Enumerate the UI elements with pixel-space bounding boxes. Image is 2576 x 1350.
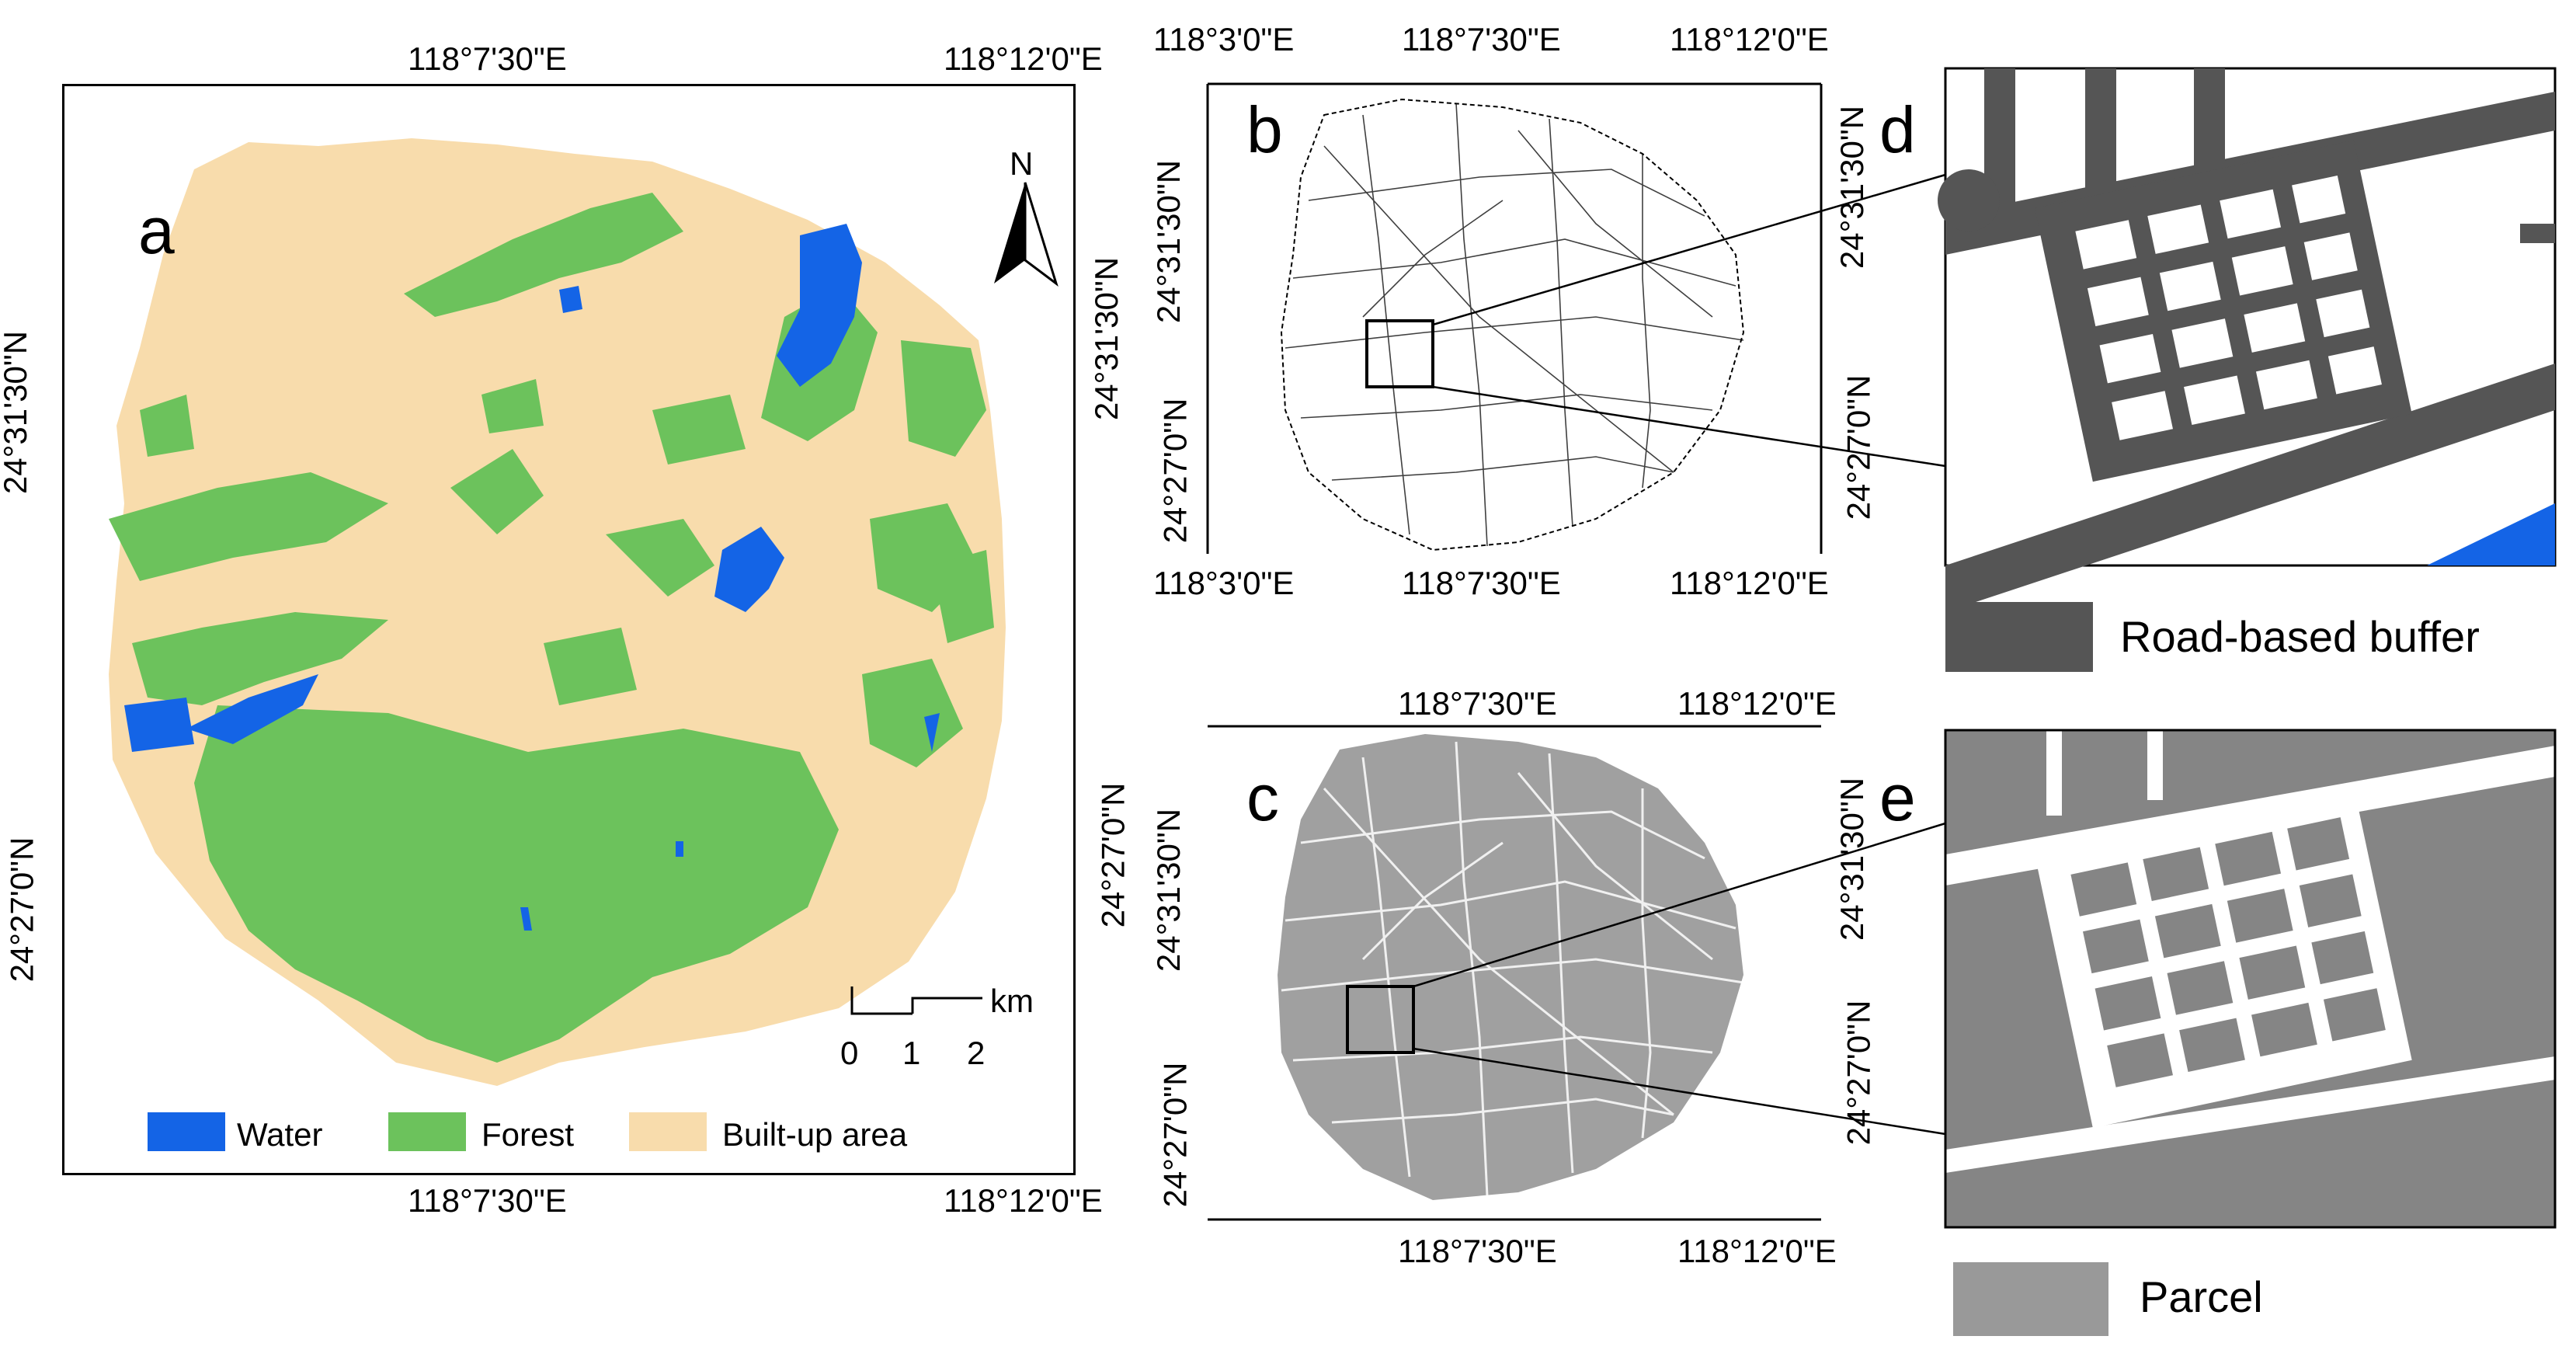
panel-c-bottom-lon-2: 118°12'0"E [1677, 1233, 1837, 1269]
panel-a-bottom-lon-1: 118°7'30"E [408, 1182, 567, 1219]
legend-swatch-builtup [629, 1112, 707, 1151]
panel-c-bottom-lon-1: 118°7'30"E [1398, 1233, 1557, 1269]
panel-b-road-network [1280, 98, 1745, 551]
panel-b-bottom-lon-2: 118°7'30"E [1402, 565, 1561, 601]
forest-areas [109, 193, 994, 1063]
legend-swatch-parcel [1953, 1262, 2108, 1336]
panel-b-letter: b [1246, 93, 1283, 166]
panel-d-letter: d [1879, 93, 1916, 166]
panel-a-map [109, 138, 1006, 1086]
panel-b-top-lon-3: 118°12'0"E [1670, 21, 1829, 57]
north-arrow-icon [994, 182, 1059, 287]
water-bodies [124, 224, 940, 931]
panel-a-letter: a [138, 194, 175, 267]
panel-e-zoom-image [1944, 729, 2557, 1229]
panel-b-zoom-box [1365, 319, 1434, 388]
panel-b-frame [1206, 82, 1823, 554]
panel-c-frame [1208, 725, 1821, 1221]
panel-a-bottom-lon-2: 118°12'0"E [944, 1182, 1103, 1219]
scale-tick-1: 1 [902, 1035, 921, 1071]
scale-tick-2: 2 [967, 1035, 986, 1071]
scale-unit: km [990, 983, 1034, 1019]
legend-swatch-road-buffer [1945, 602, 2093, 672]
panel-a-top-lon-1: 118°7'30"E [408, 40, 567, 77]
north-label: N [1010, 145, 1034, 182]
panel-c-zoom-box [1346, 985, 1415, 1054]
legend-label-water: Water [237, 1116, 323, 1153]
scale-bar-icon [850, 986, 982, 1015]
panel-d-zoom-image [1938, 67, 2557, 612]
panel-e-letter: e [1879, 761, 1916, 834]
panel-b-bottom-lon-3: 118°12'0"E [1670, 565, 1829, 601]
panel-c-top-lon-2: 118°12'0"E [1677, 685, 1837, 722]
panel-c-letter: c [1246, 761, 1279, 834]
panel-b-top-lon-1: 118°3'0"E [1153, 21, 1295, 57]
panel-c-top-lon-1: 118°7'30"E [1398, 685, 1557, 722]
legend-label-forest: Forest [481, 1116, 575, 1153]
panel-a-frame [62, 84, 1076, 1175]
legend-label-parcel: Parcel [2140, 1272, 2263, 1321]
scale-tick-0: 0 [840, 1035, 859, 1071]
legend-label-road-buffer: Road-based buffer [2120, 612, 2480, 661]
panel-b-bottom-lon-1: 118°3'0"E [1153, 565, 1295, 601]
legend-swatch-water [148, 1112, 225, 1151]
legend-swatch-forest [388, 1112, 466, 1151]
panel-b-top-lon-2: 118°7'30"E [1402, 21, 1561, 57]
legend-label-builtup: Built-up area [722, 1116, 908, 1153]
panel-a-top-lon-2: 118°12'0"E [944, 40, 1103, 77]
